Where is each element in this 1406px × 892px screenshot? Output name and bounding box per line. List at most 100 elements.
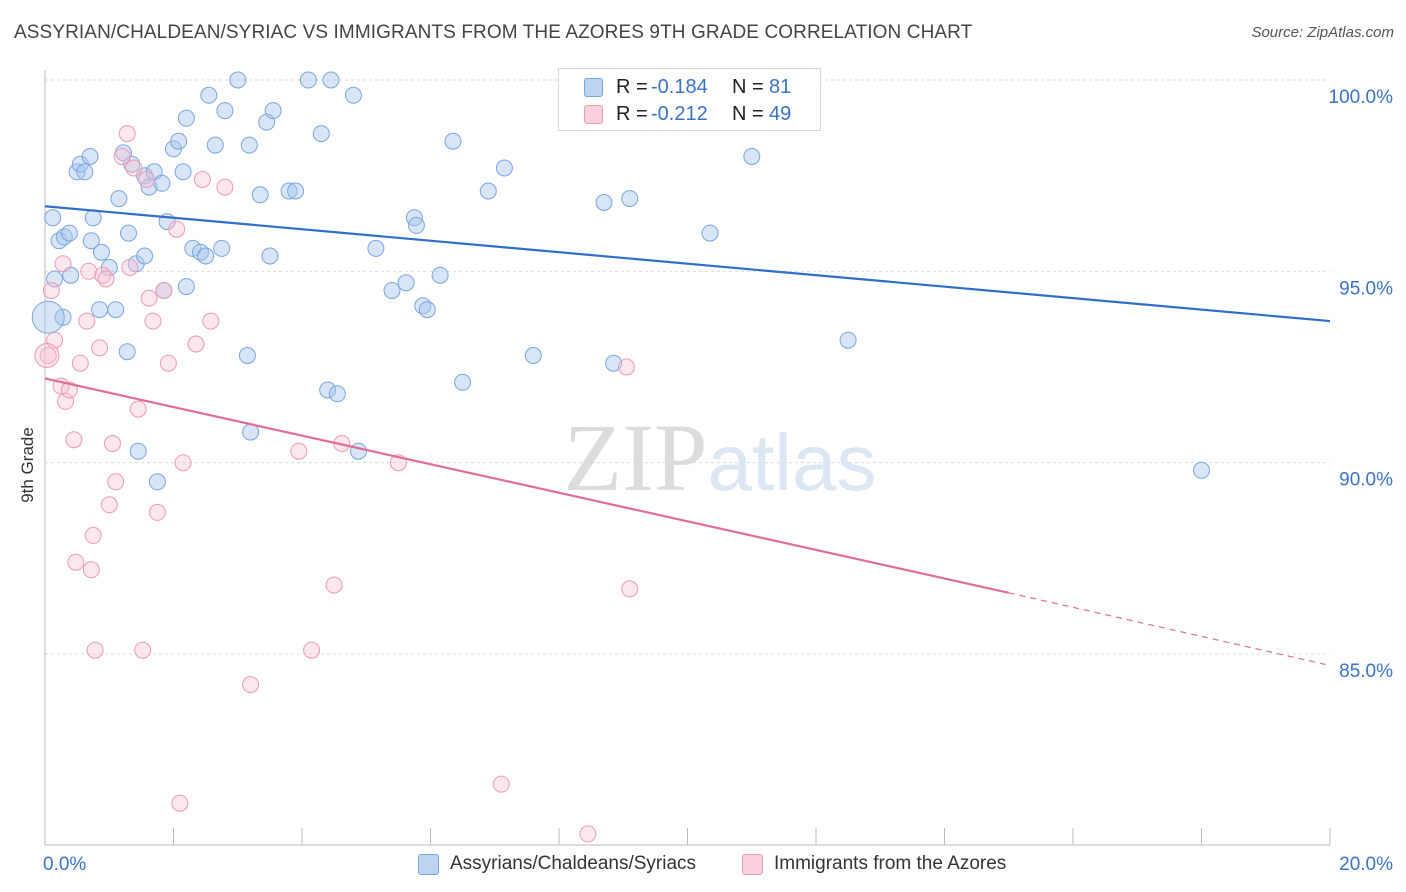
point-assyrians — [701, 224, 719, 242]
point-azores — [138, 171, 155, 188]
point-assyrians — [383, 282, 401, 299]
point-azores — [54, 255, 72, 273]
point-assyrians — [407, 216, 425, 234]
legend-swatch-blue — [418, 854, 439, 875]
point-azores — [159, 354, 177, 372]
point-azores — [42, 282, 60, 299]
point-assyrians — [170, 132, 188, 150]
point-assyrians — [319, 381, 337, 399]
point-assyrians — [76, 163, 94, 181]
point-azores — [104, 435, 121, 452]
watermark-zip: ZIP — [564, 404, 708, 511]
point-assyrians — [287, 182, 305, 200]
point-assyrians — [299, 71, 317, 89]
point-assyrians — [350, 442, 367, 460]
point-azores — [144, 312, 162, 330]
trend-line-azores — [44, 377, 1009, 594]
point-azores — [34, 343, 60, 369]
point-azores — [492, 775, 510, 793]
point-azores — [86, 641, 104, 659]
point-azores — [67, 553, 85, 571]
y-tick-label: 100.0% — [1329, 87, 1394, 108]
point-azores — [621, 580, 639, 598]
point-azores — [71, 354, 89, 372]
point-azores — [39, 347, 57, 364]
point-assyrians — [129, 442, 147, 460]
y-tick-label: 90.0% — [1339, 470, 1393, 491]
point-assyrians — [200, 86, 218, 104]
point-assyrians — [251, 186, 269, 204]
point-azores — [140, 289, 158, 307]
tick-labels: 100.0% 95.0% 90.0% 85.0% 0.0% 20.0% — [43, 87, 1393, 875]
point-assyrians — [479, 182, 497, 200]
n-label: N = — [732, 103, 764, 125]
point-assyrians — [418, 301, 436, 319]
axes — [44, 70, 1331, 846]
r-label: R = — [616, 103, 648, 125]
point-azores — [113, 148, 131, 165]
point-assyrians — [177, 278, 195, 296]
r-value: -0.184 — [651, 76, 708, 98]
point-assyrians — [397, 274, 415, 292]
point-assyrians — [431, 266, 449, 284]
point-assyrians — [120, 224, 137, 242]
point-azores — [242, 676, 260, 694]
point-assyrians — [213, 239, 231, 257]
point-assyrians — [621, 190, 639, 208]
point-assyrians — [264, 102, 282, 120]
point-azores — [78, 312, 96, 330]
point-assyrians — [54, 308, 72, 326]
point-assyrians — [216, 102, 234, 120]
r-value: -0.212 — [651, 103, 708, 125]
stats-row-azores: R = -0.212 N = 49 — [559, 100, 820, 127]
n-value: 49 — [769, 103, 792, 125]
y-axis-label: 9th Grade — [18, 427, 37, 503]
point-azores — [100, 496, 118, 514]
point-azores — [129, 400, 147, 418]
point-assyrians — [367, 239, 385, 257]
n-value: 81 — [769, 76, 792, 98]
point-assyrians — [107, 301, 125, 319]
watermark-atlas: atlas — [708, 418, 877, 507]
point-azores — [82, 561, 100, 579]
point-assyrians — [206, 136, 224, 154]
point-assyrians — [148, 473, 166, 491]
point-assyrians — [238, 347, 256, 364]
r-label: R = — [616, 76, 648, 98]
point-azores — [97, 270, 115, 288]
point-assyrians — [177, 109, 195, 127]
point-azores — [187, 335, 205, 353]
point-azores — [290, 442, 308, 460]
point-assyrians — [184, 239, 202, 257]
point-azores — [125, 159, 143, 177]
point-azores — [134, 641, 152, 659]
point-assyrians — [110, 190, 128, 208]
point-assyrians — [328, 385, 346, 403]
point-assyrians — [31, 300, 65, 334]
point-assyrians — [524, 347, 542, 364]
point-azores — [84, 526, 102, 544]
point-assyrians — [44, 209, 62, 227]
point-assyrians — [174, 163, 192, 181]
trend-line-azores-extension — [1008, 592, 1331, 667]
point-azores — [60, 381, 78, 399]
point-assyrians — [60, 224, 78, 242]
legend-label: Immigrants from the Azores — [774, 853, 1007, 874]
stats-swatch-blue — [584, 78, 603, 97]
trend-line-assyrians — [44, 205, 1331, 323]
stats-swatch-pink — [584, 105, 603, 124]
point-azores — [168, 220, 186, 238]
stats-row-assyrians: R = -0.184 N = 81 — [559, 73, 820, 100]
n-label: N = — [732, 76, 764, 98]
point-assyrians — [261, 247, 279, 265]
point-assyrians — [136, 247, 154, 265]
gridlines — [45, 79, 1330, 655]
point-assyrians — [197, 247, 215, 265]
point-azores — [91, 339, 109, 357]
point-assyrians — [153, 174, 171, 192]
point-azores — [155, 282, 173, 299]
point-azores — [57, 392, 75, 410]
point-azores — [148, 503, 166, 521]
point-assyrians — [839, 331, 857, 349]
